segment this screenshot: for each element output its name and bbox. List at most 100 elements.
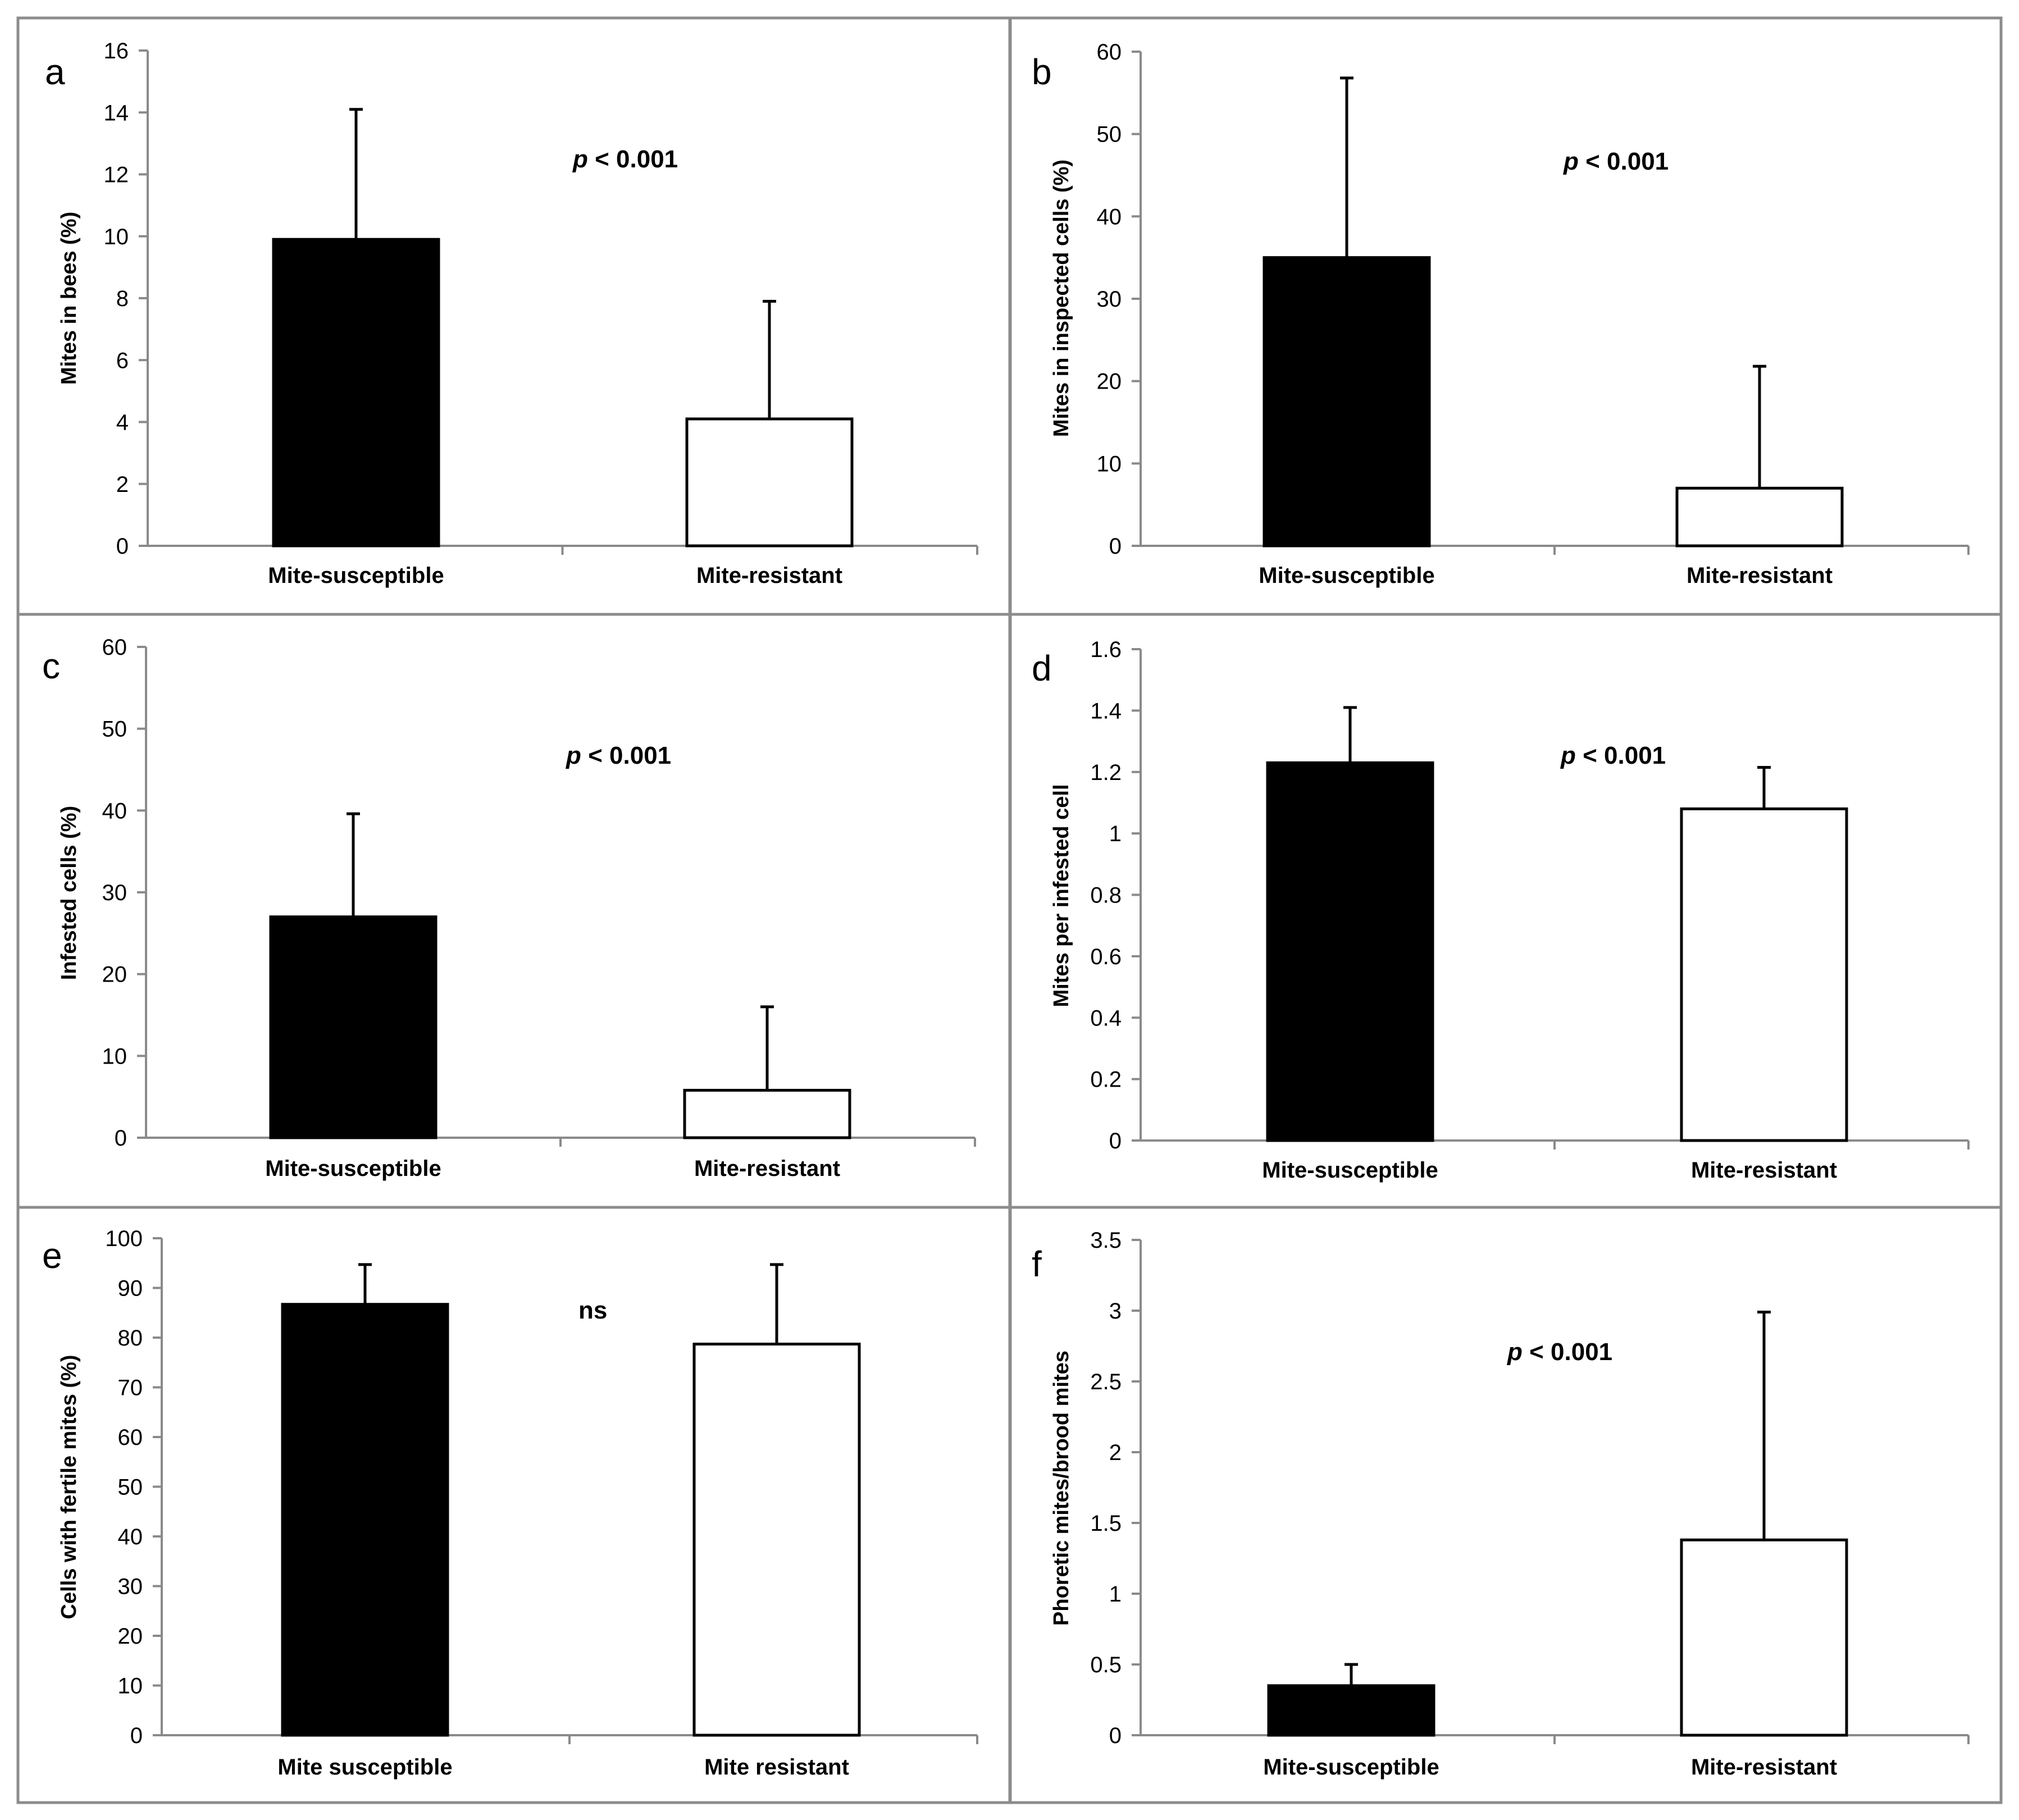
- panel-e: 0 10 20 30 40 50 60 70 80 90 100 Mite susceptible Mi…: [16, 1206, 1011, 1804]
- y-tick-label: 10: [104, 225, 129, 249]
- y-tick-label: 30: [1097, 287, 1122, 312]
- y-tick-label: 10: [102, 1044, 127, 1069]
- y-tick-label: 1.6: [1090, 637, 1122, 662]
- y-tick-label: 20: [118, 1624, 143, 1649]
- y-tick-label: 0.2: [1090, 1068, 1122, 1092]
- y-axis-label: Phoretic mites/brood mites: [1050, 1351, 1073, 1626]
- y-tick-label: 3.5: [1090, 1228, 1122, 1253]
- y-tick-label: 0.4: [1090, 1006, 1122, 1030]
- bar-susceptible: [1267, 1684, 1435, 1737]
- y-tick-label: 3: [1109, 1299, 1122, 1324]
- p-symbol: p: [1507, 1338, 1523, 1366]
- y-tick-label: 0: [116, 534, 129, 559]
- bar-resistant: [1680, 1538, 1848, 1737]
- panel-frame: [16, 613, 1011, 1209]
- y-tick-label: 1.5: [1090, 1511, 1122, 1536]
- y-tick-label: 0: [130, 1723, 143, 1748]
- y-tick-label: 70: [118, 1376, 143, 1401]
- y-tick-label: 0: [115, 1126, 127, 1151]
- panel-a: 0 2 4 6 8 10 12 14 16 Mite-susceptible Mite-resist…: [16, 16, 1011, 616]
- bar-resistant: [685, 417, 854, 548]
- significance-label: ns: [578, 1297, 607, 1324]
- y-tick-label: 2: [116, 472, 129, 497]
- y-axis-label: Mites per infested cell: [1050, 784, 1073, 1007]
- y-tick-label: 4: [116, 410, 129, 435]
- significance-label: p < 0.001: [1507, 1338, 1612, 1366]
- bar-resistant: [1675, 486, 1844, 548]
- bar-susceptible: [1263, 256, 1431, 548]
- p-value: < 0.001: [1576, 742, 1666, 769]
- category-label: Mite-susceptible: [1259, 563, 1434, 588]
- bar-susceptible: [281, 1303, 449, 1737]
- y-tick-label: 0: [1109, 534, 1122, 559]
- y-tick-label: 6: [116, 348, 129, 373]
- p-symbol: p: [572, 145, 588, 173]
- p-value: < 0.001: [588, 145, 678, 173]
- y-tick-label: 90: [118, 1276, 143, 1301]
- category-label: Mite-resistant: [1691, 1755, 1837, 1780]
- bar-susceptible: [1266, 761, 1434, 1142]
- category-label: Mite-resistant: [694, 1156, 840, 1181]
- y-tick-label: 50: [1097, 122, 1122, 147]
- y-tick-label: 80: [118, 1326, 143, 1351]
- y-tick-label: 16: [104, 39, 129, 63]
- p-value: < 0.001: [1523, 1338, 1612, 1366]
- y-tick-label: 0.8: [1090, 883, 1122, 908]
- y-tick-label: 20: [102, 963, 127, 987]
- bar-susceptible: [272, 238, 440, 548]
- y-tick-label: 2.5: [1090, 1370, 1122, 1394]
- y-tick-label: 12: [104, 163, 129, 188]
- y-tick-label: 50: [118, 1475, 143, 1500]
- y-tick-label: 1: [1109, 1582, 1122, 1607]
- panel-letter: d: [1032, 648, 1052, 688]
- y-tick-label: 1: [1109, 822, 1122, 846]
- p-symbol: p: [1563, 148, 1579, 175]
- category-label: Mite-resistant: [1691, 1158, 1837, 1183]
- y-axis-label: Mites in inspected cells (%): [1050, 159, 1073, 437]
- y-axis-label: Mites in bees (%): [57, 212, 81, 385]
- panel-f: 0 0.5 1 1.5 2 2.5 3 3.5 Mite-susceptible Mite-res…: [1009, 1206, 2003, 1804]
- y-tick-label: 0: [1109, 1129, 1122, 1153]
- panel-letter: c: [42, 646, 60, 686]
- y-tick-label: 2: [1109, 1440, 1122, 1465]
- category-label: Mite susceptible: [277, 1755, 452, 1780]
- y-tick-label: 1.4: [1090, 699, 1122, 723]
- y-axis-label: Cells with fertile mites (%): [57, 1355, 81, 1620]
- y-tick-label: 50: [102, 717, 127, 742]
- panel-frame: [1009, 613, 2003, 1212]
- bar-resistant: [683, 1089, 851, 1139]
- p-value: ns: [578, 1297, 607, 1324]
- y-tick-label: 20: [1097, 370, 1122, 394]
- panel-frame: [1009, 16, 2003, 616]
- y-tick-label: 60: [1097, 40, 1122, 65]
- panel-d: 0 0.2 0.4 0.6 0.8 1 1.2 1.4 1.6 Mite-susceptible M…: [1009, 613, 2003, 1212]
- y-axis-label: Infested cells (%): [57, 806, 81, 980]
- y-tick-label: 60: [118, 1425, 143, 1450]
- category-label: Mite-susceptible: [265, 1156, 441, 1181]
- category-label: Mite-susceptible: [268, 563, 444, 588]
- y-tick-label: 30: [118, 1575, 143, 1599]
- y-tick-label: 40: [118, 1525, 143, 1549]
- significance-label: p < 0.001: [1563, 148, 1669, 175]
- category-label: Mite-resistant: [696, 563, 842, 588]
- y-tick-label: 10: [118, 1674, 143, 1699]
- panel-letter: b: [1032, 52, 1052, 92]
- y-tick-label: 1.2: [1090, 760, 1122, 785]
- p-value: < 0.001: [581, 742, 671, 769]
- panel-b: 0 10 20 30 40 50 60 Mite-susceptible Mite-resist…: [1009, 16, 2003, 616]
- p-value: < 0.001: [1579, 148, 1669, 175]
- panel-letter: e: [42, 1235, 62, 1276]
- panel-frame: [16, 1206, 1011, 1804]
- panel-letter: a: [45, 52, 65, 92]
- y-tick-label: 100: [105, 1226, 143, 1251]
- y-tick-label: 40: [1097, 204, 1122, 229]
- y-tick-label: 8: [116, 286, 129, 311]
- y-tick-label: 0.5: [1090, 1653, 1122, 1677]
- y-tick-label: 30: [102, 881, 127, 905]
- significance-label: p < 0.001: [572, 145, 678, 173]
- y-tick-label: 0.6: [1090, 945, 1122, 969]
- y-tick-label: 60: [102, 635, 127, 660]
- bar-resistant: [1680, 807, 1848, 1142]
- y-tick-label: 10: [1097, 451, 1122, 476]
